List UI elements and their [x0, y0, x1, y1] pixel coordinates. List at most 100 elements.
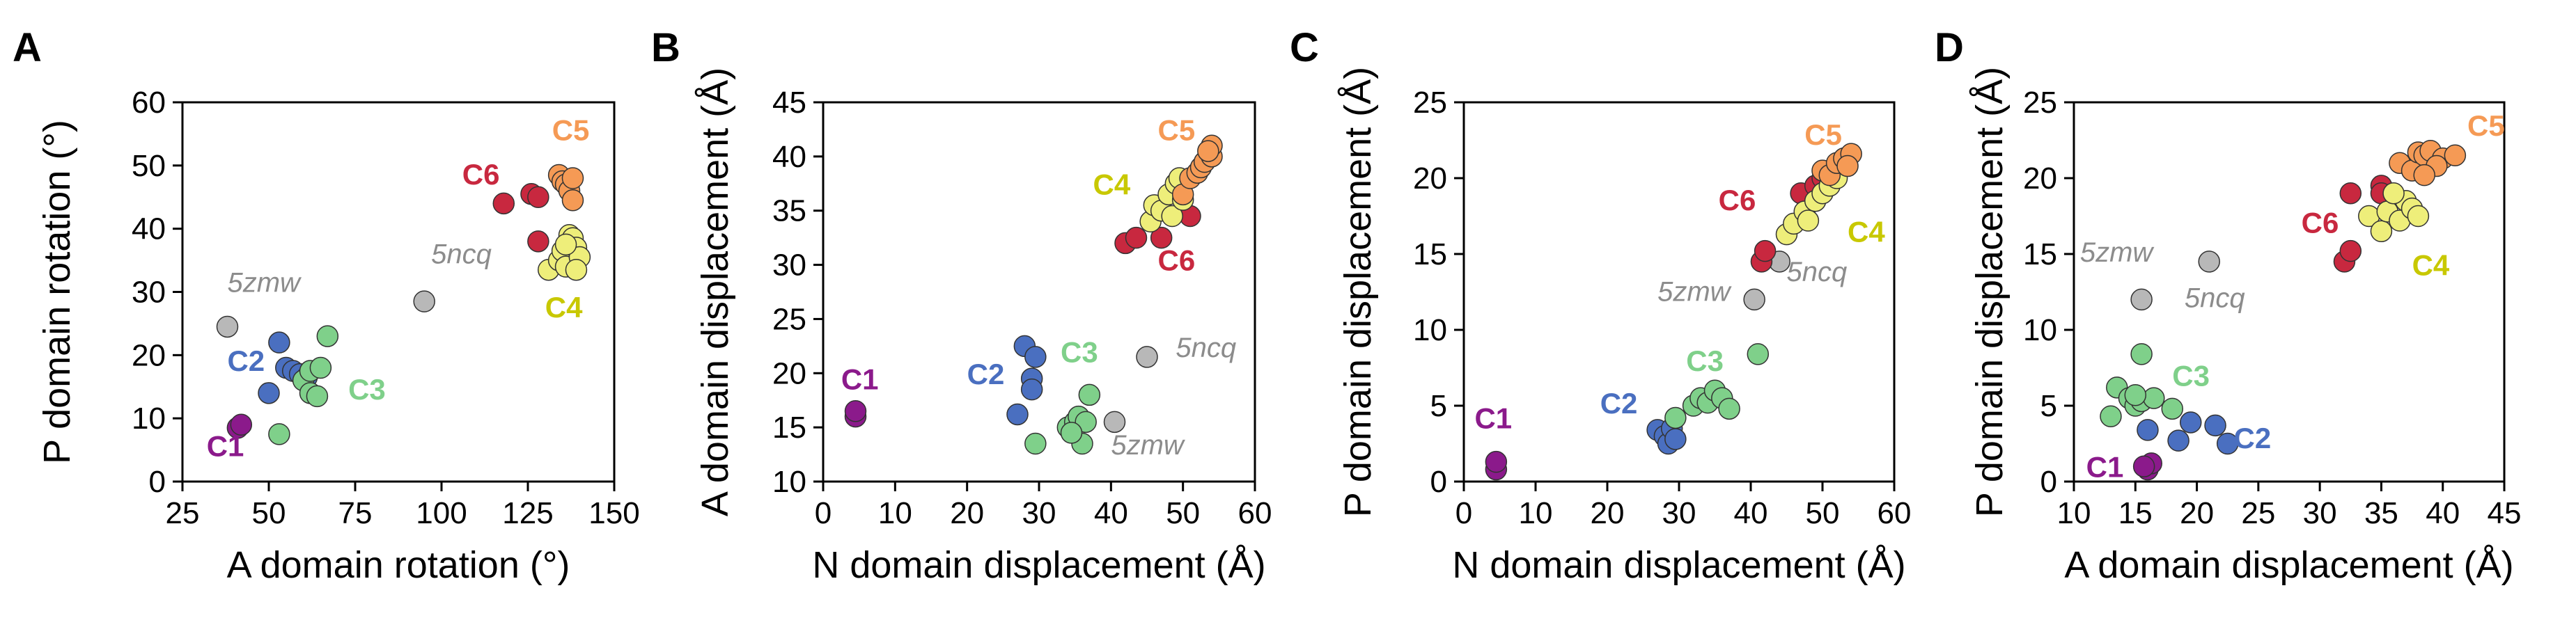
point-c6	[527, 186, 549, 208]
x-tick-label: 35	[2364, 496, 2398, 530]
point-c3	[316, 325, 339, 347]
x-tick-label: 50	[1806, 496, 1840, 530]
x-tick-label: 75	[338, 496, 373, 530]
cluster-label: C2	[2234, 422, 2272, 454]
point-c2	[258, 382, 280, 404]
reference-label: 5ncq	[1787, 257, 1848, 287]
y-tick-label: 0	[149, 465, 166, 499]
y-tick-label: 0	[2040, 465, 2057, 499]
cluster-label: C5	[552, 114, 590, 147]
cluster-label: C3	[1686, 344, 1724, 377]
y-tick-label: 50	[132, 149, 166, 183]
reference-label: 5ncq	[431, 239, 492, 270]
point-c5	[2444, 144, 2467, 167]
x-tick-label: 25	[2241, 496, 2275, 530]
x-tick-label: 40	[1094, 496, 1128, 530]
x-tick-label: 150	[588, 496, 639, 530]
panel-c: C 0 10 20 30 40 50 60 0 5 10 15 20 25 N domain displac…	[1290, 25, 1911, 586]
x-tick-label: 10	[1519, 496, 1553, 530]
cluster-label: C4	[1093, 168, 1131, 200]
y-tick-label: 10	[132, 402, 166, 436]
point-c6	[492, 192, 515, 215]
y-axis-label: A domain displacement (Å)	[694, 68, 736, 516]
cluster-label: C4	[1848, 216, 1885, 248]
x-tick-label: 125	[502, 496, 553, 530]
point-c3	[1664, 406, 1687, 429]
reference-label: 5zmw	[2080, 237, 2155, 268]
y-tick-label: 10	[2023, 313, 2057, 347]
cluster-label: C3	[348, 373, 386, 406]
y-tick-label: 25	[2023, 86, 2057, 120]
y-tick-label: 20	[132, 338, 166, 372]
plot-frame	[2072, 101, 2506, 483]
x-axis-label: A domain rotation (°)	[227, 544, 570, 586]
point-c3	[1060, 422, 1083, 444]
point-c3	[2100, 405, 2122, 428]
reference-label: 5ncq	[1176, 333, 1236, 363]
point-c6	[527, 230, 549, 253]
x-tick-label: 0	[1455, 496, 1472, 530]
point-c5	[1197, 140, 1219, 162]
cluster-label: C6	[462, 158, 500, 191]
cluster-label: C3	[1061, 336, 1098, 369]
reference-label: 5ncq	[2185, 283, 2245, 313]
point-c3	[1024, 432, 1047, 455]
point-c5	[561, 167, 584, 189]
cluster-label: C6	[1719, 184, 1756, 216]
point-ref	[1743, 288, 1765, 311]
point-c1	[844, 400, 867, 422]
cluster-label: C1	[841, 363, 879, 396]
point-c3	[2143, 387, 2165, 409]
x-axis-label: A domain displacement (Å)	[2064, 544, 2513, 586]
point-c4	[554, 233, 577, 256]
point-c3	[2161, 397, 2184, 420]
y-tick-label: 20	[772, 356, 806, 390]
point-c3	[1718, 397, 1740, 420]
x-tick-label: 20	[1591, 496, 1625, 530]
reference-label: 5zmw	[1111, 430, 1186, 461]
cluster-label: C5	[1804, 118, 1842, 151]
point-c1	[230, 413, 253, 436]
x-tick-label: 25	[166, 496, 200, 530]
point-c4	[2407, 205, 2430, 228]
reference-label: 5zmw	[227, 268, 302, 299]
cluster-label: C2	[967, 358, 1005, 390]
point-c3	[2130, 343, 2153, 365]
point-c5	[1836, 154, 1859, 177]
y-tick-label: 5	[2040, 389, 2057, 423]
point-ref	[2130, 288, 2153, 311]
cluster-label: C2	[1600, 387, 1638, 420]
point-ref	[1136, 346, 1158, 368]
panel-b: B 0 10 20 30 40 50 60 10 15 20 25 30 35 40 45 N domain d…	[651, 25, 1272, 586]
cluster-label: C4	[545, 291, 583, 324]
panel-letter: A	[13, 25, 42, 70]
y-tick-label: 5	[1430, 389, 1447, 423]
point-c4	[1161, 205, 1183, 228]
point-c6	[1754, 239, 1777, 262]
reference-label: 5zmw	[1657, 277, 1733, 308]
cluster-label: C5	[2467, 109, 2505, 142]
y-axis-label: P domain rotation (°)	[36, 120, 78, 464]
y-axis-label: P domain displacement (Å)	[1969, 67, 2011, 517]
x-tick-label: 60	[1238, 496, 1272, 530]
plot-frame	[822, 101, 1256, 483]
y-tick-label: 10	[1413, 313, 1447, 347]
point-c4	[2370, 220, 2393, 243]
y-tick-label: 20	[1413, 161, 1447, 196]
x-tick-label: 10	[2057, 496, 2091, 530]
point-c2	[2179, 411, 2202, 434]
point-c2	[2216, 432, 2239, 455]
y-axis-label: P domain displacement (Å)	[1337, 67, 1379, 517]
point-c6	[1125, 226, 1148, 249]
x-tick-label: 60	[1878, 496, 1912, 530]
point-ref	[1103, 411, 1126, 434]
panel-letter: B	[651, 25, 680, 70]
y-tick-label: 40	[772, 140, 806, 174]
y-tick-label: 15	[772, 411, 806, 445]
point-c4	[565, 258, 588, 281]
y-tick-label: 30	[772, 248, 806, 283]
y-tick-label: 15	[1413, 237, 1447, 271]
x-tick-label: 30	[1662, 496, 1696, 530]
x-tick-label: 40	[2426, 496, 2460, 530]
